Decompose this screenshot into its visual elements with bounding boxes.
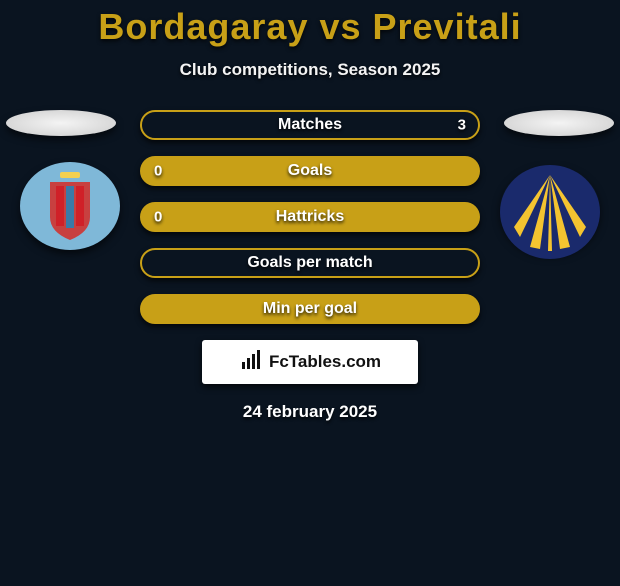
stat-right-value: 3	[458, 117, 466, 134]
stats-table: Matches 3 0 Goals 0 Hattricks Goals per …	[140, 110, 480, 324]
stat-row-matches: Matches 3	[140, 110, 480, 140]
stat-left-value: 0	[154, 209, 162, 226]
stat-row-goals-per-match: Goals per match	[140, 248, 480, 278]
site-logo-text: FcTables.com	[269, 352, 381, 372]
stat-row-hattricks: 0 Hattricks	[140, 202, 480, 232]
club-badge-left	[20, 162, 120, 250]
stat-label: Matches	[278, 116, 342, 134]
club-badge-right	[500, 165, 600, 253]
date-label: 24 february 2025	[0, 402, 620, 422]
site-logo[interactable]: FcTables.com	[202, 340, 418, 384]
stat-row-goals: 0 Goals	[140, 156, 480, 186]
stat-left-value: 0	[154, 163, 162, 180]
stat-label: Min per goal	[263, 300, 357, 318]
stat-label: Goals per match	[247, 254, 372, 272]
chart-icon	[239, 348, 263, 377]
page-title: Bordagaray vs Previtali	[0, 6, 620, 48]
stat-label: Goals	[288, 162, 332, 180]
stat-label: Hattricks	[276, 208, 344, 226]
player-photo-right	[504, 110, 614, 136]
subtitle: Club competitions, Season 2025	[0, 60, 620, 80]
stat-row-min-per-goal: Min per goal	[140, 294, 480, 324]
player-photo-left	[6, 110, 116, 136]
